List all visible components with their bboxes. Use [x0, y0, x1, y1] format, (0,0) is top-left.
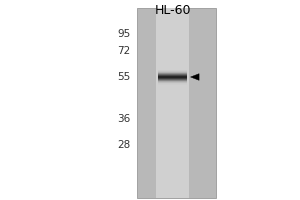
Bar — [158, 76, 187, 77]
Text: HL-60: HL-60 — [154, 4, 191, 18]
Bar — [158, 71, 187, 72]
Bar — [158, 77, 187, 78]
Bar — [158, 74, 187, 75]
Bar — [158, 75, 187, 76]
Bar — [156, 8, 189, 198]
Bar — [158, 84, 187, 85]
Bar — [158, 81, 187, 82]
Bar — [158, 73, 187, 74]
Text: 95: 95 — [117, 29, 130, 39]
Bar — [158, 82, 187, 83]
Bar — [158, 72, 187, 73]
Bar — [158, 80, 187, 81]
Bar — [158, 83, 187, 84]
Bar — [158, 79, 187, 80]
Text: 28: 28 — [117, 140, 130, 150]
Text: 72: 72 — [117, 46, 130, 56]
Bar — [158, 70, 187, 71]
Text: 55: 55 — [117, 72, 130, 82]
Bar — [158, 78, 187, 79]
Bar — [136, 8, 216, 198]
Polygon shape — [190, 74, 199, 80]
Text: 36: 36 — [117, 114, 130, 124]
